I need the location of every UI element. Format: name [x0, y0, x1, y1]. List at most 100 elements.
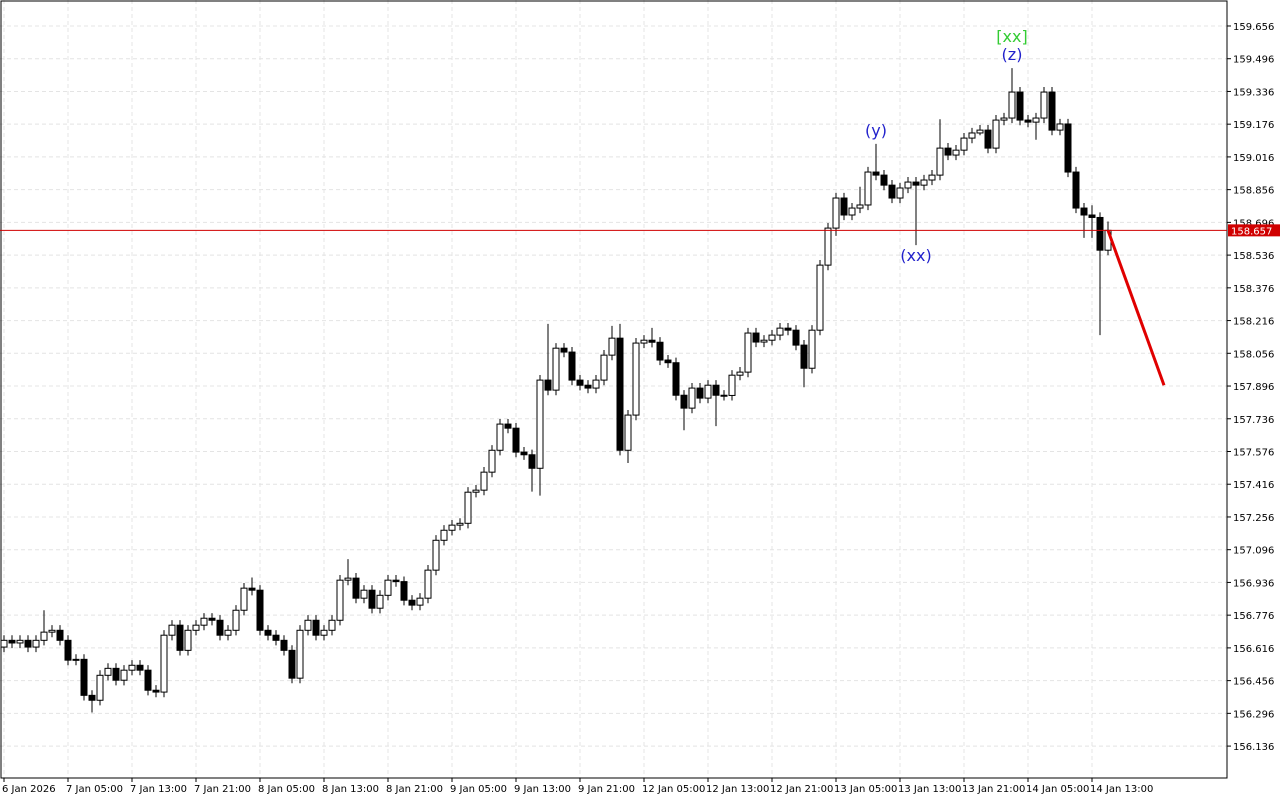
- x-tick-label: 13 Jan 21:00: [962, 784, 1025, 795]
- candle-body: [1080, 207, 1088, 216]
- candle-body: [472, 489, 480, 493]
- y-tick-label: 159.176: [1233, 120, 1274, 131]
- candle-body: [344, 577, 352, 581]
- y-tick-label: 156.296: [1233, 709, 1274, 720]
- candle-body: [864, 171, 872, 206]
- candle-body: [944, 147, 952, 156]
- candle-body: [408, 599, 416, 606]
- candle-body: [584, 384, 592, 389]
- candle-body: [704, 384, 712, 399]
- candle-body: [760, 339, 768, 343]
- candle-body: [592, 379, 600, 389]
- y-tick-label: 157.736: [1233, 415, 1274, 426]
- x-tick-label: 8 Jan 05:00: [258, 784, 315, 795]
- candle-body: [560, 347, 568, 353]
- x-tick-label: 12 Jan 05:00: [642, 784, 705, 795]
- candle-body: [264, 629, 272, 636]
- candle-body: [24, 639, 32, 648]
- candle-body: [424, 569, 432, 599]
- candle-body: [496, 423, 504, 451]
- x-tick-label: 8 Jan 21:00: [386, 784, 443, 795]
- x-tick-label: 9 Jan 13:00: [514, 784, 571, 795]
- y-tick-label: 158.696: [1233, 218, 1274, 229]
- candle-body: [376, 594, 384, 609]
- candles: [0, 68, 1112, 713]
- candle-body: [80, 658, 88, 696]
- candle-body: [448, 524, 456, 531]
- candle-body: [144, 669, 152, 691]
- candle-body: [56, 629, 64, 641]
- candle-body: [960, 137, 968, 151]
- candle-body: [432, 539, 440, 571]
- candle-body: [616, 337, 624, 451]
- y-tick-label: 158.856: [1233, 186, 1274, 197]
- x-tick-label: 9 Jan 05:00: [450, 784, 507, 795]
- candle-body: [296, 629, 304, 679]
- candle-body: [1008, 91, 1016, 119]
- y-tick-label: 157.256: [1233, 513, 1274, 524]
- x-tick-label: 14 Jan 05:00: [1026, 784, 1089, 795]
- grid: [0, 0, 1227, 778]
- candle-body: [208, 617, 216, 621]
- candle-body: [824, 227, 832, 266]
- candle-body: [1064, 123, 1072, 173]
- candle-body: [752, 332, 760, 343]
- candle-body: [880, 174, 888, 186]
- candle-body: [48, 629, 56, 633]
- candle-body: [840, 197, 848, 216]
- candle-body: [832, 197, 840, 229]
- candle-body: [336, 579, 344, 621]
- candle-body: [800, 344, 808, 369]
- candle-body: [896, 187, 904, 199]
- candle-body: [608, 337, 616, 356]
- y-tick-label: 157.576: [1233, 447, 1274, 458]
- x-tick-label: 12 Jan 21:00: [770, 784, 833, 795]
- candle-body: [664, 359, 672, 364]
- candle-body: [152, 689, 160, 693]
- candle-body: [1032, 117, 1040, 123]
- candle-body: [248, 587, 256, 591]
- candle-body: [1088, 214, 1096, 218]
- candle-body: [512, 427, 520, 453]
- candle-body: [544, 379, 552, 391]
- candle-body: [176, 624, 184, 651]
- candle-body: [968, 132, 976, 139]
- candle-body: [776, 327, 784, 336]
- candle-body: [1024, 119, 1032, 123]
- candle-body: [288, 649, 296, 679]
- candle-body: [0, 639, 8, 648]
- candle-body: [632, 342, 640, 416]
- candle-body: [712, 384, 720, 396]
- candle-body: [784, 327, 792, 331]
- candle-body: [720, 394, 728, 397]
- candle-body: [216, 619, 224, 636]
- candle-body: [856, 204, 864, 209]
- candle-body: [384, 579, 392, 596]
- x-tick-label: 6 Jan 2026: [2, 784, 56, 795]
- candle-body: [240, 587, 248, 611]
- candle-body: [16, 639, 24, 644]
- y-tick-label: 156.776: [1233, 611, 1274, 622]
- x-tick-label: 7 Jan 05:00: [66, 784, 123, 795]
- x-tick-label: 13 Jan 13:00: [898, 784, 961, 795]
- y-tick-label: 159.656: [1233, 22, 1274, 33]
- candle-body: [168, 624, 176, 636]
- candle-body: [504, 423, 512, 429]
- candle-body: [696, 387, 704, 399]
- candle-body: [920, 179, 928, 186]
- candle-body: [392, 579, 400, 583]
- candle-body: [136, 664, 144, 671]
- current-price-label: 158.657: [1231, 226, 1272, 237]
- x-tick-label: 7 Jan 13:00: [130, 784, 187, 795]
- candle-body: [1056, 123, 1064, 131]
- candle-body: [328, 619, 336, 631]
- candle-body: [112, 667, 120, 681]
- y-tick-label: 157.096: [1233, 546, 1274, 557]
- candle-body: [1016, 91, 1024, 121]
- y-tick-label: 156.936: [1233, 578, 1274, 589]
- y-tick-label: 157.896: [1233, 382, 1274, 393]
- candle-body: [400, 581, 408, 601]
- x-tick-label: 7 Jan 21:00: [194, 784, 251, 795]
